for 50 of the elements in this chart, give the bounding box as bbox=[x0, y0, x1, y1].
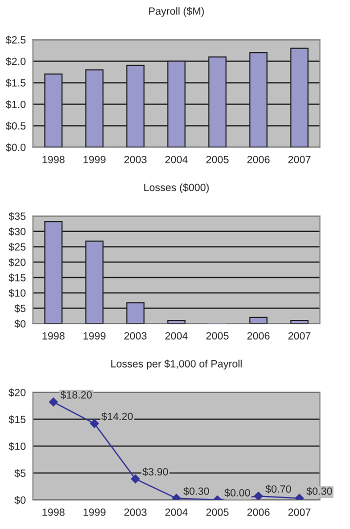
x-tick-label: 2007 bbox=[288, 156, 310, 164]
x-tick-label: 2006 bbox=[247, 508, 270, 516]
x-tick-label: 2003 bbox=[124, 156, 147, 164]
chart-title: Losses ($000) bbox=[144, 183, 209, 194]
x-tick-label: 1998 bbox=[42, 156, 65, 164]
x-tick-label: 2006 bbox=[247, 156, 270, 164]
y-tick-label: $0 bbox=[14, 320, 26, 328]
x-tick-label: 2004 bbox=[165, 156, 188, 164]
x-tick-label: 2004 bbox=[165, 332, 188, 340]
y-tick-label: $0.0 bbox=[6, 143, 26, 152]
x-tick-label: 2005 bbox=[206, 332, 229, 340]
data-label: $0.00 bbox=[224, 488, 250, 498]
x-tick-label: 2007 bbox=[288, 332, 310, 340]
y-tick-label: $35 bbox=[8, 212, 26, 221]
data-label: $0.70 bbox=[265, 484, 292, 494]
data-label: $0.30 bbox=[183, 487, 210, 496]
y-tick-label: $5 bbox=[14, 304, 26, 313]
data-label: $3.90 bbox=[142, 468, 168, 476]
x-tick-label: 1998 bbox=[42, 332, 65, 340]
y-tick-label: $15 bbox=[8, 274, 26, 282]
y-tick-label: $20 bbox=[8, 258, 26, 267]
x-tick-label: 1999 bbox=[84, 332, 106, 340]
y-tick-label: $25 bbox=[8, 242, 26, 252]
chart-title: Payroll ($M) bbox=[149, 6, 204, 17]
x-tick-label: 2005 bbox=[206, 156, 229, 164]
x-tick-label: 2005 bbox=[206, 508, 229, 516]
x-tick-label: 2003 bbox=[124, 332, 147, 340]
x-tick-label: 2007 bbox=[288, 508, 310, 516]
y-tick-label: $10 bbox=[8, 442, 26, 451]
data-label: $0.30 bbox=[306, 487, 332, 496]
x-tick-label: 2004 bbox=[165, 508, 188, 516]
y-tick-label: $15 bbox=[8, 415, 26, 424]
x-tick-label: 2006 bbox=[247, 332, 270, 340]
data-label: $14.20 bbox=[101, 412, 133, 421]
y-tick-label: $1.0 bbox=[6, 100, 26, 109]
y-tick-label: $10 bbox=[8, 288, 26, 298]
y-tick-label: $0.5 bbox=[6, 122, 26, 130]
data-label: $18.20 bbox=[60, 390, 92, 400]
y-tick-label: $30 bbox=[8, 227, 26, 236]
x-tick-label: 2003 bbox=[124, 508, 147, 516]
x-tick-label: 1998 bbox=[42, 508, 65, 516]
chart-title: Losses per $1,000 of Payroll bbox=[111, 360, 242, 370]
y-tick-label: $20 bbox=[8, 388, 26, 397]
y-tick-label: $1.5 bbox=[6, 78, 26, 88]
y-tick-label: $0 bbox=[14, 496, 26, 504]
y-tick-label: $2.5 bbox=[6, 36, 26, 44]
y-tick-label: $2.0 bbox=[6, 57, 26, 66]
x-tick-label: 1999 bbox=[84, 156, 106, 164]
y-tick-label: $5 bbox=[14, 469, 26, 478]
x-tick-label: 1999 bbox=[84, 508, 106, 516]
